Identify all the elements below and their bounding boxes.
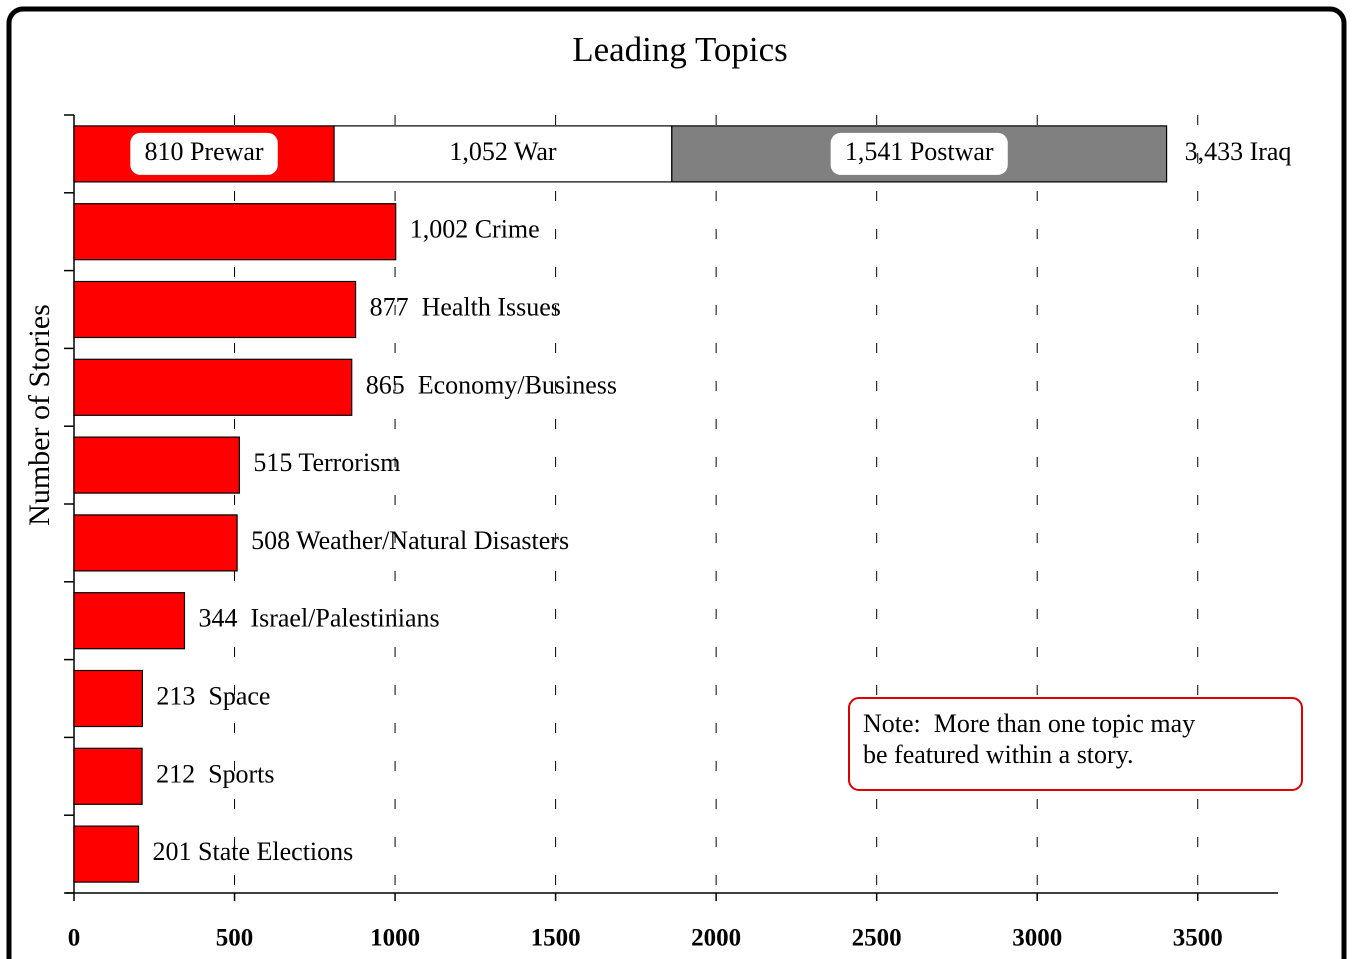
chart-title: Leading Topics [572, 30, 788, 69]
value-label: 344 Israel/Palestinians [198, 604, 439, 633]
note-text: be featured within a story. [863, 740, 1134, 769]
label-box [830, 132, 1008, 175]
x-tick-label: 1000 [370, 925, 420, 952]
segment-label: 1,052 War [449, 137, 557, 166]
bar [73, 747, 143, 805]
x-tick-label: 1500 [531, 925, 581, 952]
bar [73, 514, 238, 572]
total-label: 3,433 Iraq [1185, 137, 1292, 166]
bar [73, 436, 240, 494]
y-axis-label: Number of Stories [23, 304, 56, 526]
bar [73, 203, 397, 261]
value-label: 877 Health Issues [370, 292, 561, 321]
value-label: 201 State Elections [153, 837, 354, 866]
x-tick-label: 3500 [1173, 925, 1223, 952]
x-tick-label: 3000 [1012, 925, 1062, 952]
value-label: 515 Terrorism [253, 448, 400, 477]
value-label: 508 Weather/Natural Disasters [251, 526, 569, 555]
value-label: 213 Space [156, 681, 270, 710]
note-box [848, 697, 1303, 791]
bar [73, 825, 140, 883]
bar [73, 358, 353, 416]
value-label: 865 Economy/Business [366, 370, 617, 399]
bar [73, 280, 357, 339]
value-label: 1,002 Crime [410, 215, 540, 244]
segment-label: 810 Prewar [144, 137, 263, 166]
x-tick-label: 500 [216, 925, 254, 952]
bar [73, 592, 186, 650]
note-text: Note: More than one topic may [863, 709, 1195, 738]
x-tick-label: 2000 [691, 925, 741, 952]
segment-label: 1,541 Postwar [845, 137, 994, 166]
x-tick-label: 2500 [852, 925, 902, 952]
x-tick-label: 0 [68, 925, 81, 952]
label-box [130, 132, 278, 175]
bar [73, 669, 143, 728]
value-label: 212 Sports [156, 759, 274, 788]
